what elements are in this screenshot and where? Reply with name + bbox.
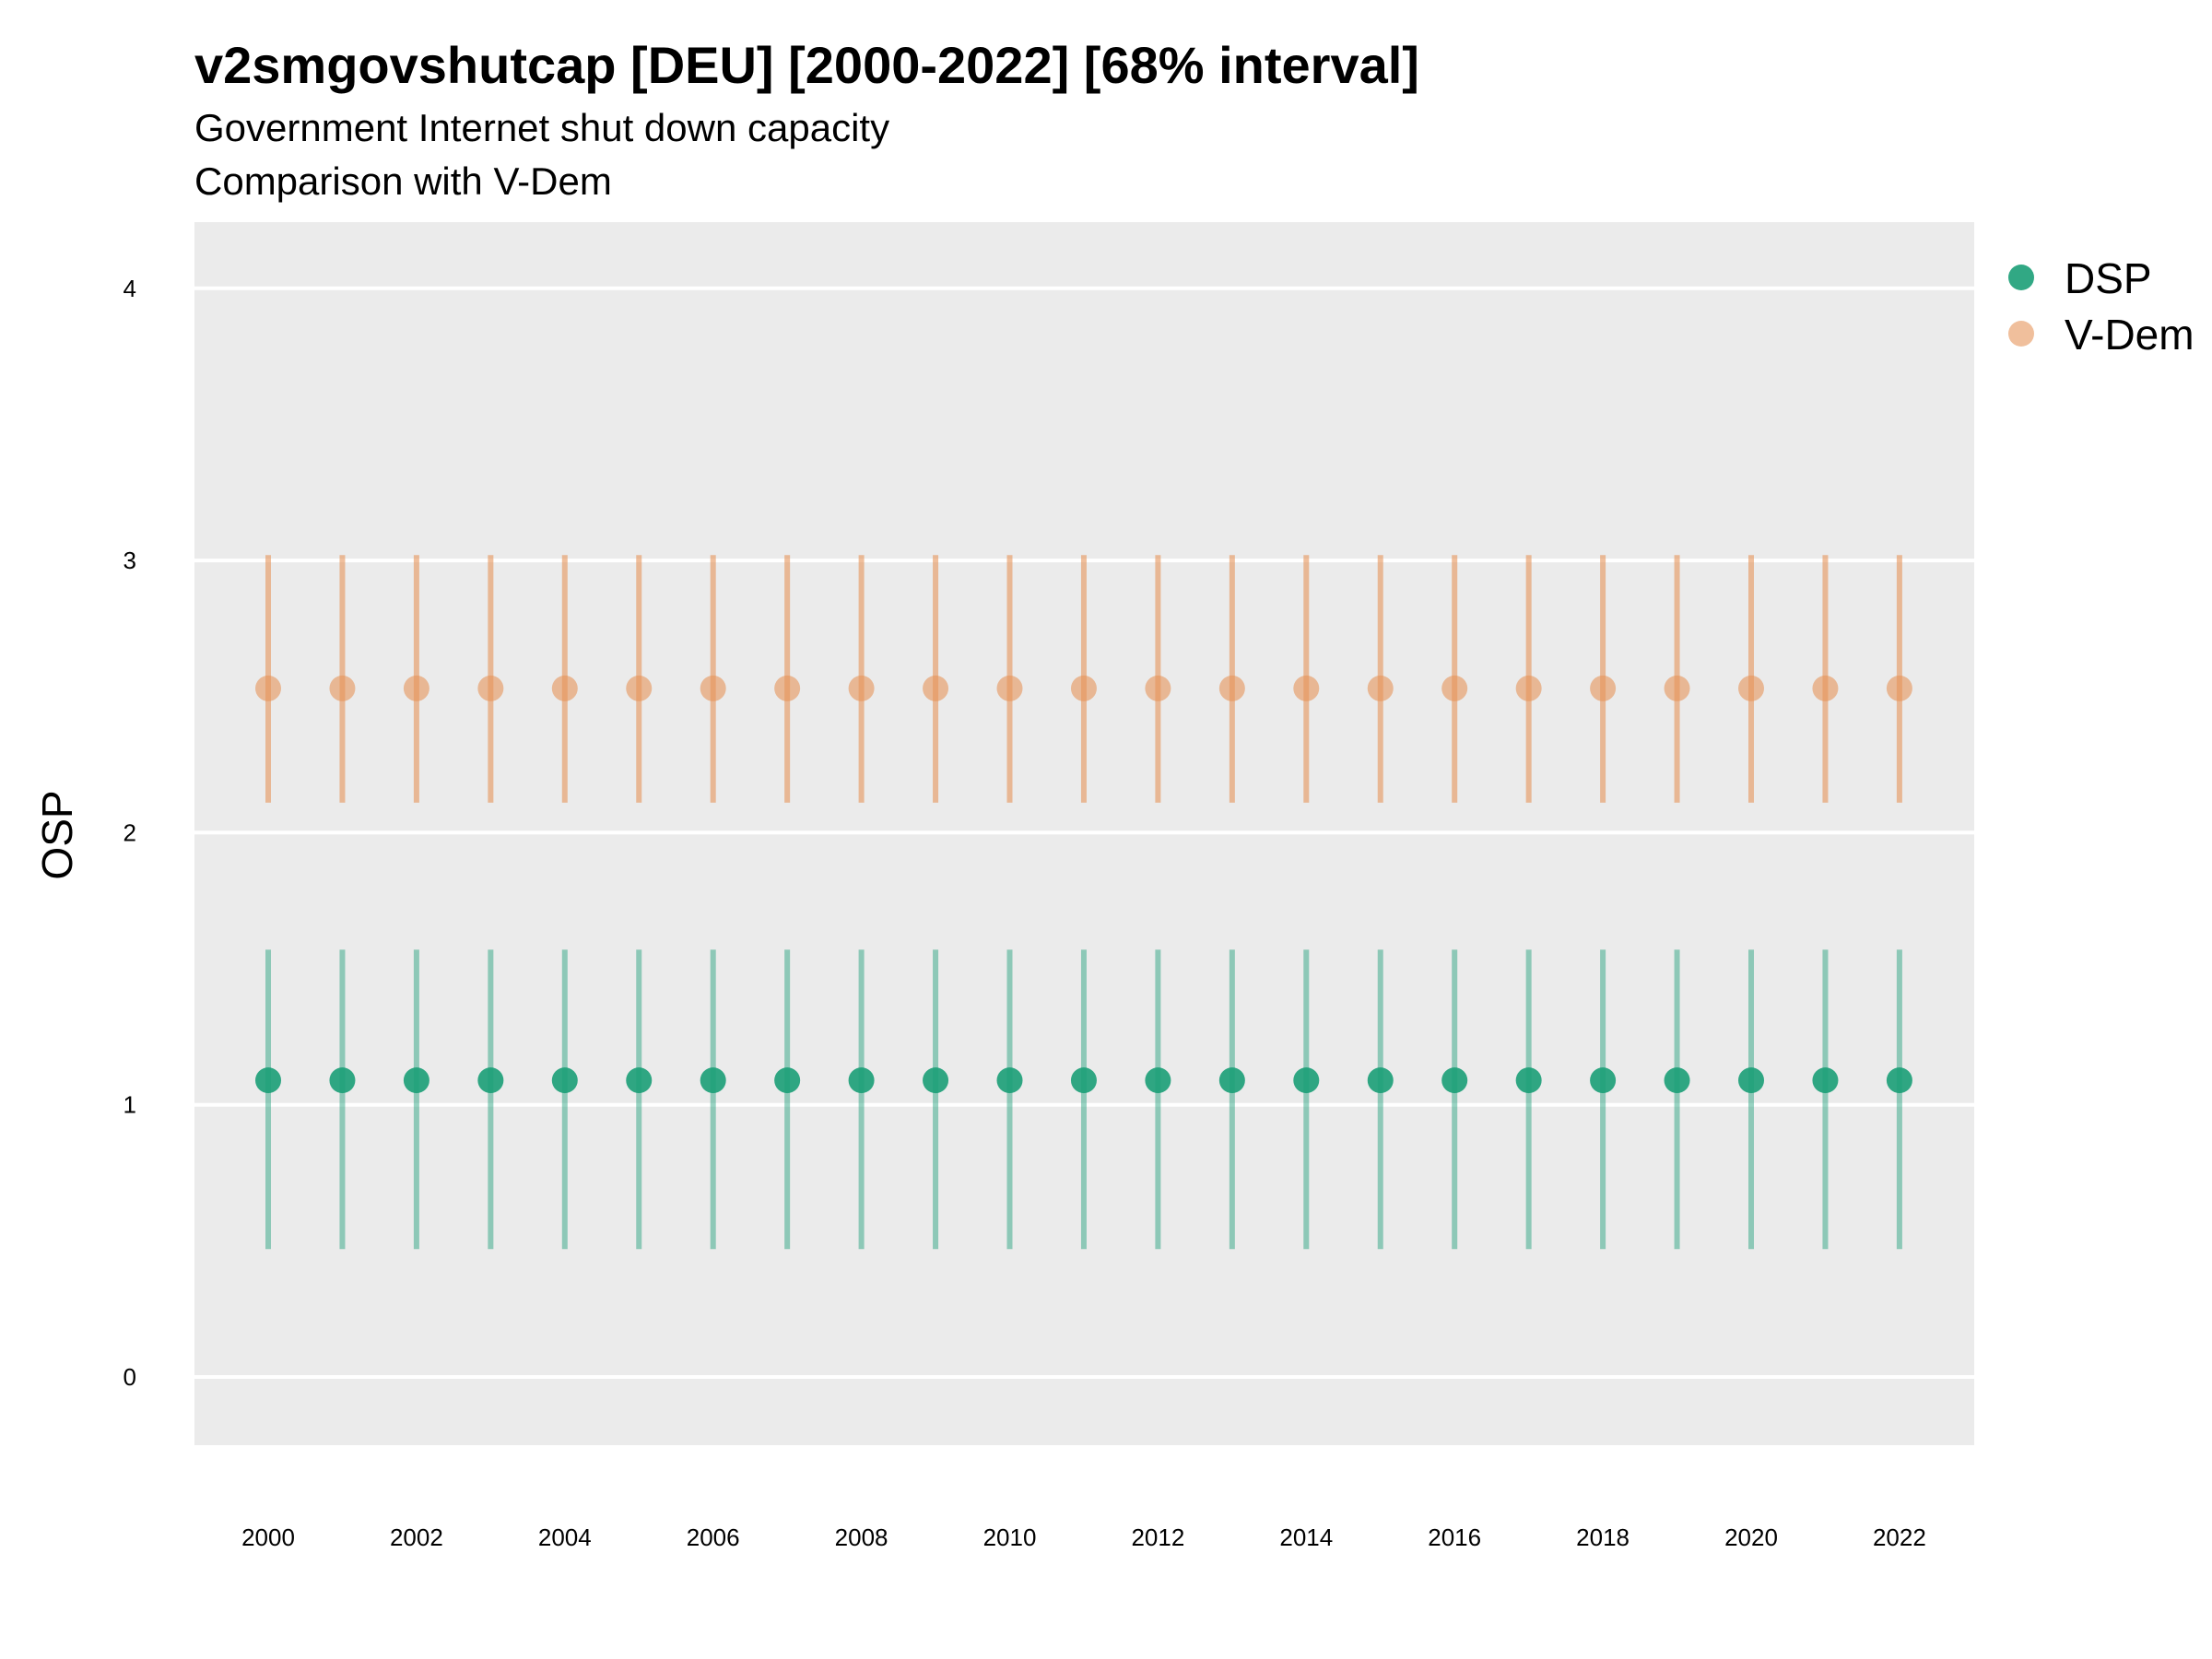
x-tick-label: 2000 [241,1524,295,1551]
y-tick-label: 0 [124,1363,136,1391]
x-tick-label: 2016 [1428,1524,1481,1551]
x-tick-label: 2002 [390,1524,443,1551]
legend-marker-vdem [2008,321,2034,347]
point-vdem [996,675,1023,701]
legend: DSP V-Dem [2008,254,2194,359]
point-vdem [1515,675,1542,701]
point-vdem [1738,675,1764,701]
point-vdem [700,675,726,701]
point-dsp [848,1067,875,1094]
point-vdem [1886,675,1912,701]
point-vdem [1441,675,1468,701]
x-tick-label: 2014 [1279,1524,1333,1551]
point-vdem [1293,675,1320,701]
point-vdem [1070,675,1097,701]
x-tick-label: 2018 [1576,1524,1630,1551]
point-vdem [255,675,281,701]
point-vdem [551,675,578,701]
point-dsp [923,1067,949,1094]
point-vdem [1664,675,1690,701]
point-vdem [329,675,356,701]
point-vdem [923,675,949,701]
point-vdem [626,675,653,701]
x-tick-label: 2022 [1873,1524,1926,1551]
chart-subtitle-comparison: Comparison with V-Dem [194,159,612,203]
point-dsp [1590,1067,1617,1094]
point-dsp [1070,1067,1097,1094]
point-vdem [774,675,801,701]
x-tick-label: 2004 [538,1524,592,1551]
chart-title: v2smgovshutcap [DEU] [2000-2022] [68% in… [194,36,1419,94]
y-tick-label: 1 [124,1091,136,1119]
x-tick-label: 2012 [1131,1524,1184,1551]
y-axis: 0 1 2 3 4 [124,275,136,1391]
legend-marker-dsp [2008,265,2034,290]
point-dsp [329,1067,356,1094]
y-tick-label: 3 [124,547,136,574]
legend-label-vdem: V-Dem [2065,311,2194,359]
point-dsp [1515,1067,1542,1094]
point-vdem [1367,675,1394,701]
point-dsp [1293,1067,1320,1094]
point-dsp [1367,1067,1394,1094]
point-dsp [1145,1067,1171,1094]
point-dsp [996,1067,1023,1094]
point-dsp [477,1067,504,1094]
point-dsp [1738,1067,1764,1094]
point-dsp [551,1067,578,1094]
point-dsp [403,1067,429,1094]
data-marks [255,555,1912,1250]
point-vdem [848,675,875,701]
point-dsp [626,1067,653,1094]
point-dsp [255,1067,281,1094]
point-dsp [1218,1067,1245,1094]
y-tick-label: 4 [124,275,136,302]
point-vdem [1218,675,1245,701]
x-tick-label: 2008 [835,1524,888,1551]
x-tick-label: 2020 [1724,1524,1778,1551]
point-vdem [1590,675,1617,701]
legend-label-dsp: DSP [2065,254,2152,302]
point-vdem [1812,675,1839,701]
point-dsp [1664,1067,1690,1094]
point-vdem [1145,675,1171,701]
y-axis-title: OSP [33,790,81,879]
x-tick-label: 2010 [983,1524,1037,1551]
point-dsp [1886,1067,1912,1094]
chart-subtitle: Government Internet shut down capacity [194,106,890,149]
point-dsp [774,1067,801,1094]
point-dsp [1441,1067,1468,1094]
y-tick-label: 2 [124,818,136,846]
x-tick-label: 2006 [687,1524,740,1551]
point-vdem [403,675,429,701]
x-axis: 2000 2002 2004 2006 2008 2010 2012 2014 2016 2018… [241,1524,1926,1551]
point-vdem [477,675,504,701]
point-dsp [700,1067,726,1094]
point-dsp [1812,1067,1839,1094]
